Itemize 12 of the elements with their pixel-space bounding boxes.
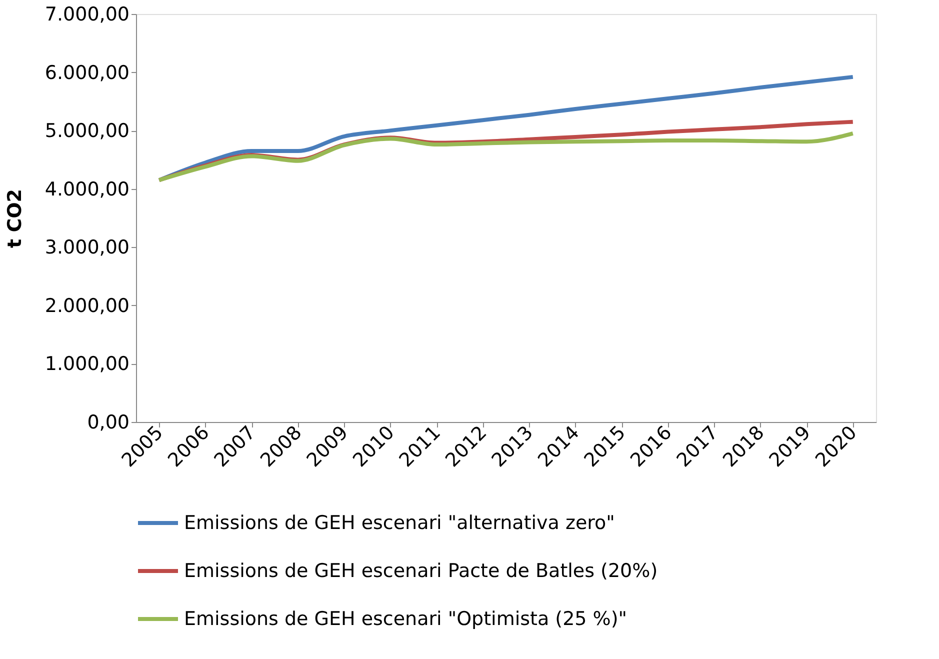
y-tick-label: 7.000,00 bbox=[44, 4, 130, 26]
y-tick-label: 4.000,00 bbox=[44, 178, 130, 200]
y-tick-label: 3.000,00 bbox=[44, 236, 130, 259]
line-series bbox=[157, 131, 855, 182]
legend-label: Emissions de GEH escenari "Optimista (25 %)" bbox=[184, 608, 627, 630]
legend-label: Emissions de GEH escenari "alternativa zero" bbox=[184, 512, 615, 534]
y-tick-label: 5.000,00 bbox=[44, 120, 130, 142]
legend-label: Emissions de GEH escenari Pacte de Batles (20%) bbox=[184, 560, 658, 582]
y-axis-title: t CO2 bbox=[4, 188, 26, 248]
y-tick-label: 6.000,00 bbox=[44, 62, 130, 84]
y-tick-label: 1.000,00 bbox=[44, 353, 130, 376]
y-tick-label: 2.000,00 bbox=[44, 294, 130, 317]
